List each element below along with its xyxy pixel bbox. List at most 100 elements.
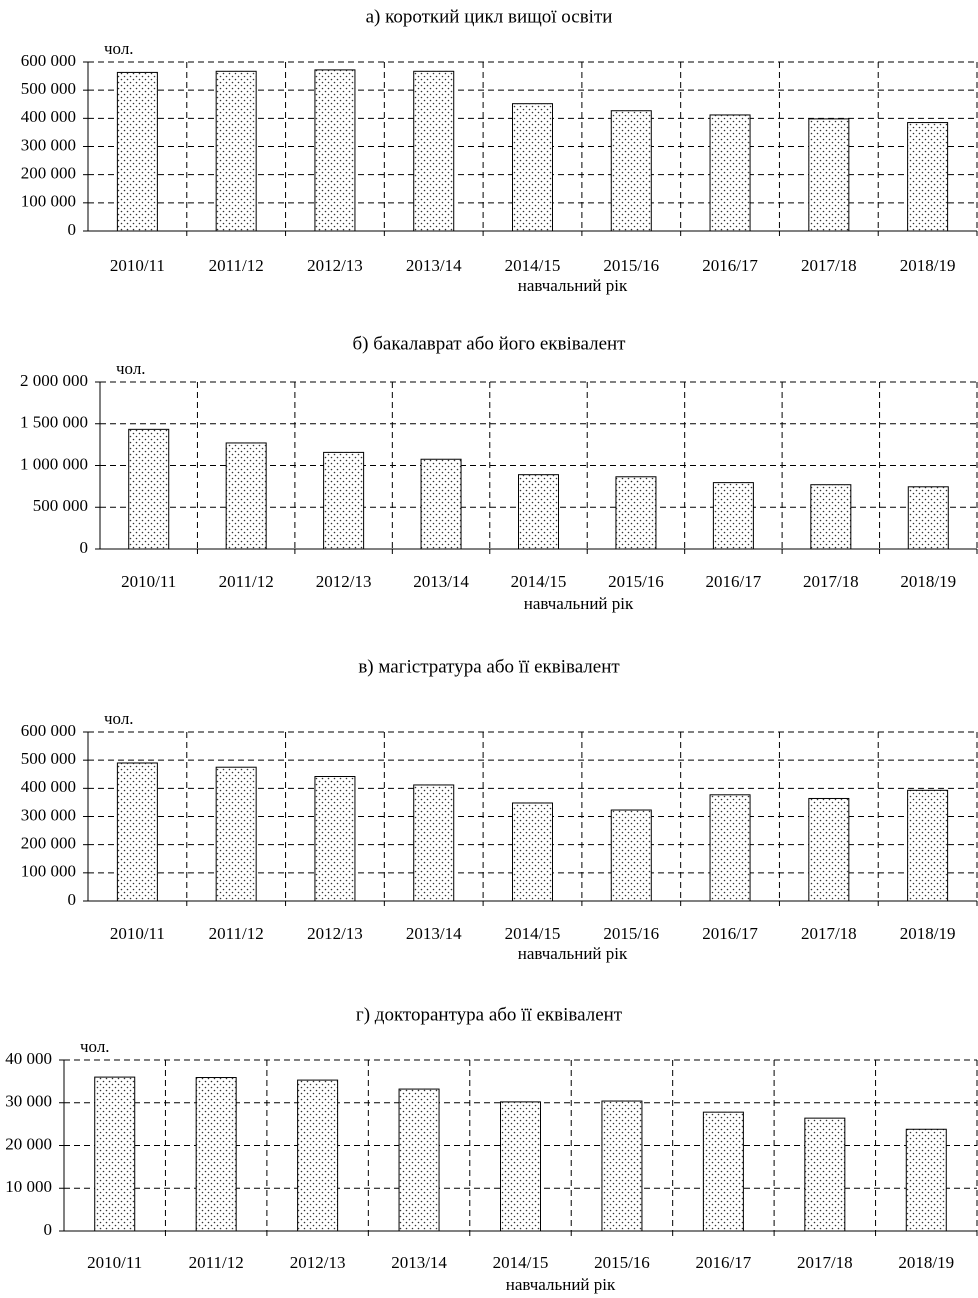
x-tick-label: 2016/17 [702,924,758,943]
bar [610,809,652,902]
x-tick-label: 2017/18 [801,256,857,275]
x-tick-label: 2016/17 [706,572,762,591]
x-tick-label: 2010/11 [110,924,165,943]
bar [116,71,158,232]
bar [116,762,158,902]
x-tick-label: 2014/15 [511,572,567,591]
bar [215,766,257,902]
y-tick-label: 40 000 [5,1049,52,1068]
bar [420,458,462,550]
y-axis-unit: чол. [104,709,134,728]
y-tick-label: 500 000 [21,79,76,98]
bar [518,474,559,550]
x-tick-label: 2013/14 [413,572,469,591]
bar [195,1077,237,1232]
x-axis-label: навчальний рік [506,1275,616,1294]
x-tick-label: 2012/13 [307,256,363,275]
bar [808,118,850,232]
y-axis-unit: чол. [80,1037,110,1056]
y-tick-label: 0 [68,890,77,909]
x-tick-label: 2013/14 [406,924,462,943]
bar [601,1100,643,1232]
x-axis-label: навчальний рік [518,944,628,963]
y-tick-label: 30 000 [5,1092,52,1111]
x-tick-label: 2014/15 [493,1253,549,1272]
bar [615,476,657,550]
x-tick-label: 2017/18 [803,572,859,591]
x-tick-label: 2017/18 [797,1253,853,1272]
bar [94,1076,136,1232]
y-tick-label: 500 000 [21,749,76,768]
x-tick-label: 2018/19 [900,256,956,275]
bar [907,486,949,550]
bar [702,1111,744,1232]
x-tick-label: 2015/16 [594,1253,650,1272]
x-tick-label: 2016/17 [702,256,758,275]
x-tick-label: 2016/17 [696,1253,752,1272]
x-tick-label: 2010/11 [121,572,176,591]
x-tick-label: 2018/19 [900,572,956,591]
y-tick-label: 1 500 000 [20,413,88,432]
y-tick-label: 300 000 [21,135,76,154]
x-tick-label: 2013/14 [391,1253,447,1272]
y-tick-label: 200 000 [21,834,76,853]
x-axis-label: навчальний рік [518,276,628,295]
x-tick-label: 2012/13 [316,572,372,591]
y-tick-label: 100 000 [21,862,76,881]
bar [225,442,267,550]
x-tick-label: 2018/19 [898,1253,954,1272]
bar [413,70,455,232]
bar [907,122,949,232]
x-tick-label: 2011/12 [209,256,264,275]
bar [512,103,553,232]
x-tick-label: 2018/19 [900,924,956,943]
chart-title: в) магістратура або її еквівалент [358,656,620,677]
bar [808,797,850,902]
y-tick-label: 0 [80,538,89,557]
x-tick-label: 2012/13 [307,924,363,943]
y-tick-label: 2 000 000 [20,371,88,390]
y-tick-label: 400 000 [21,777,76,796]
x-tick-label: 2015/16 [603,924,659,943]
bar [804,1117,846,1232]
x-tick-label: 2011/12 [219,572,274,591]
y-tick-label: 500 000 [33,496,88,515]
bar [905,1128,947,1232]
bar [297,1079,339,1232]
x-tick-label: 2015/16 [608,572,664,591]
x-tick-label: 2015/16 [603,256,659,275]
bar [314,776,356,902]
y-tick-label: 200 000 [21,164,76,183]
bar [215,70,257,232]
x-tick-label: 2012/13 [290,1253,346,1272]
chart-title: г) докторантура або її еквівалент [356,1004,623,1025]
y-tick-label: 300 000 [21,805,76,824]
x-tick-label: 2013/14 [406,256,462,275]
x-tick-label: 2014/15 [505,256,561,275]
bar [709,794,751,902]
bar [907,789,949,902]
bar [413,784,455,902]
y-tick-label: 1 000 000 [20,454,88,473]
y-tick-label: 600 000 [21,51,76,70]
y-tick-label: 0 [44,1220,53,1239]
x-tick-label: 2010/11 [87,1253,142,1272]
bar [512,802,553,902]
y-tick-label: 20 000 [5,1134,52,1153]
x-tick-label: 2017/18 [801,924,857,943]
x-tick-label: 2011/12 [209,924,264,943]
bar [128,428,170,550]
bar [500,1101,541,1232]
x-tick-label: 2014/15 [505,924,561,943]
y-axis-unit: чол. [104,39,134,58]
chart-title: б) бакалаврат або його еквівалент [353,333,627,354]
y-tick-label: 600 000 [21,721,76,740]
bar [610,110,652,232]
x-tick-label: 2011/12 [189,1253,244,1272]
y-tick-label: 10 000 [5,1177,52,1196]
bar [398,1088,440,1232]
bar [810,484,852,550]
bar [323,451,365,550]
bar [709,114,751,232]
